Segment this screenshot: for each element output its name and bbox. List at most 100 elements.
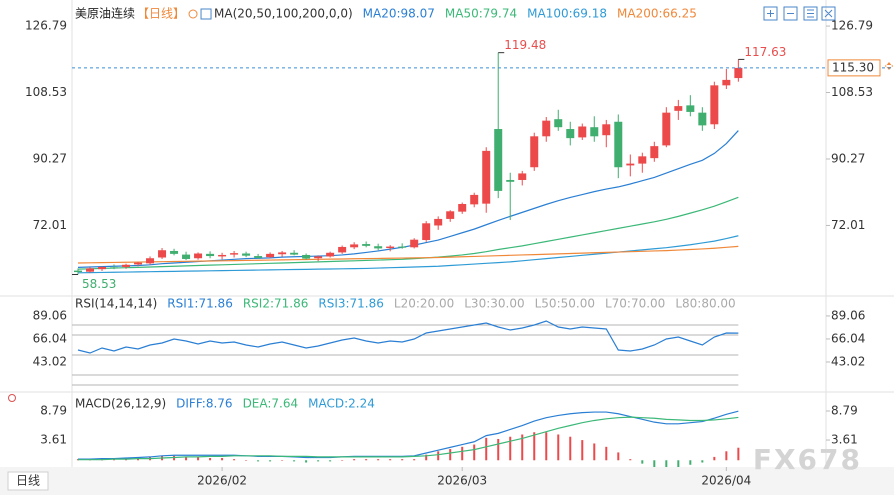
candle-body (374, 246, 383, 249)
candle-body (578, 126, 587, 138)
candle-body (446, 211, 455, 219)
macd-bar (305, 460, 308, 463)
level-legend: L20:20.00 (394, 297, 454, 311)
y-tick-label-left: 89.06 (33, 308, 67, 322)
candle-body (638, 156, 647, 164)
macd-bar (521, 434, 524, 461)
last-price-label: 115.30 (832, 60, 874, 74)
macd-bar (473, 444, 476, 461)
legend-entry: RSI3:71.86 (318, 297, 384, 311)
price-arrow-icon (885, 62, 893, 70)
level-legend: L80:80.00 (675, 297, 735, 311)
candle-body (458, 204, 467, 212)
candle-body (362, 244, 371, 246)
macd-bar (365, 459, 368, 461)
macd-bar (677, 460, 680, 467)
macd-bar (461, 446, 464, 461)
candle-body (590, 127, 599, 137)
toolbar-icons (763, 6, 836, 21)
macd-bar (269, 460, 272, 462)
panel-plot (74, 52, 743, 275)
macd-bar (221, 458, 224, 461)
candle-body (146, 258, 155, 264)
close-icon[interactable] (821, 6, 836, 21)
level-legend: L70:70.00 (605, 297, 665, 311)
period-tab[interactable] (7, 471, 49, 491)
candle-body (410, 239, 419, 248)
bottom-bar (0, 467, 894, 495)
candle-body (506, 179, 515, 182)
macd-bar (701, 460, 704, 463)
period: 【日线】 (137, 7, 185, 21)
macd-bar (185, 456, 188, 461)
candle-body (278, 252, 287, 255)
macd-bar (449, 449, 452, 461)
level-legend: L30:30.00 (464, 297, 524, 311)
macd-bar (713, 456, 716, 461)
legend-entry: MA200:66.25 (617, 7, 697, 21)
macd-bar (689, 460, 692, 465)
y-tick-label-left: 43.02 (33, 354, 67, 368)
candle-body (206, 253, 215, 257)
zoom-in-icon[interactable] (763, 6, 778, 21)
candle-body (194, 253, 203, 259)
y-tick-label-left: 66.04 (33, 331, 67, 345)
macd-bar (509, 436, 512, 461)
settings-sun-icon[interactable] (8, 394, 16, 402)
candle-body (698, 112, 707, 126)
candle-body (158, 250, 167, 258)
macd-bar (281, 460, 284, 461)
level-legend: L50:50.00 (535, 297, 595, 311)
macd-bar (533, 432, 536, 461)
ma-line (77, 235, 739, 274)
macd-bar (725, 451, 728, 461)
legend-entry: MACD:2.24 (308, 397, 375, 411)
y-tick-label-right: 3.61 (831, 433, 858, 447)
y-tick-label-right: 126.79 (831, 19, 873, 33)
candle-body (722, 79, 731, 86)
legend-entry: RSI1:71.86 (167, 297, 233, 311)
macd-bar (425, 454, 428, 461)
candle-body (218, 254, 227, 257)
candle-body (266, 253, 275, 258)
y-tick-label-right: 72.01 (831, 218, 865, 232)
macd-bar (377, 459, 380, 461)
candle-body (662, 112, 671, 146)
y-tick-label-left: 126.79 (25, 19, 67, 33)
legend-entry: RSI2:71.86 (243, 297, 309, 311)
candle-body (494, 129, 503, 191)
candle-body (350, 244, 359, 248)
watermark: FX678 (753, 443, 862, 476)
period-tab-label[interactable]: 日线 (16, 474, 40, 488)
legend-entry: DIFF:8.76 (176, 397, 232, 411)
macd-bar (293, 460, 296, 462)
legend-entry: MA20:98.07 (363, 7, 435, 21)
candle-body (326, 252, 335, 257)
candle-body (614, 121, 623, 168)
ma-line (77, 196, 739, 270)
candle-body (530, 136, 539, 168)
candle-body (650, 146, 659, 159)
ma-line (77, 245, 739, 264)
y-tick-label-right: 43.02 (831, 354, 865, 368)
y-tick-label-left: 8.79 (40, 403, 67, 417)
candle-body (110, 267, 119, 269)
indicator-title: MACD(26,12,9) (75, 397, 166, 411)
y-tick-label-right: 66.04 (831, 331, 865, 345)
x-tick-label: 2026/02 (197, 474, 247, 488)
macd-bar (581, 440, 584, 461)
zoom-out-icon[interactable] (783, 6, 798, 21)
high-label: 117.63 (744, 45, 786, 59)
high-label: 119.48 (504, 38, 546, 52)
candle-body (398, 246, 407, 248)
macd-bar (605, 446, 608, 461)
macd-bar (401, 459, 404, 461)
macd-bar (557, 434, 560, 461)
candle-body (386, 246, 395, 249)
candle-body (86, 268, 95, 272)
candle-body (674, 106, 683, 111)
settings-icon[interactable] (803, 6, 818, 21)
candle-body (554, 119, 563, 128)
candle-body (422, 223, 431, 241)
